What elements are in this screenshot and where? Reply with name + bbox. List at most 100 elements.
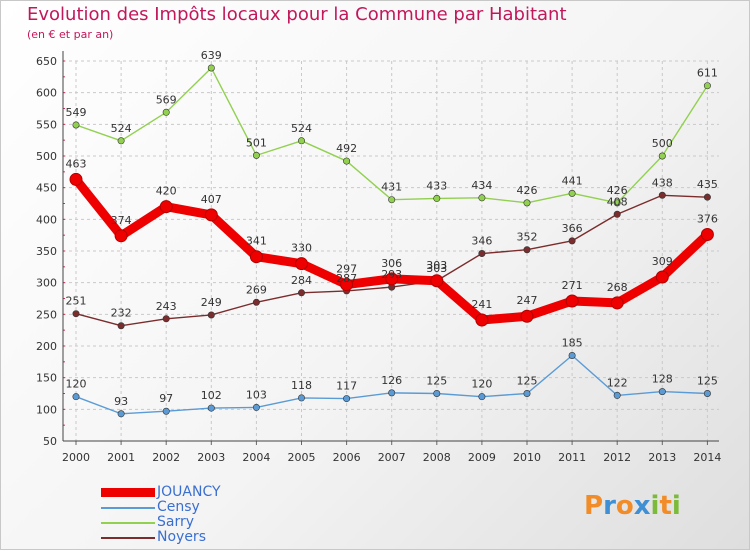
data-label-sarry: 434 <box>471 179 492 192</box>
data-label-jouancy: 303 <box>426 259 447 272</box>
data-point-noyers <box>207 311 215 319</box>
data-label-noyers: 269 <box>246 283 267 296</box>
logo-letter: i <box>650 491 660 521</box>
data-point-noyers <box>117 322 125 330</box>
y-tick-label: 100 <box>36 403 57 416</box>
data-point-jouancy <box>340 278 354 292</box>
data-point-noyers <box>162 315 170 323</box>
data-label-sarry: 549 <box>66 106 87 119</box>
data-point-jouancy <box>475 313 489 327</box>
data-label-jouancy: 374 <box>111 214 132 227</box>
data-label-sarry: 524 <box>111 122 132 135</box>
data-point-noyers <box>252 298 260 306</box>
legend-swatch <box>101 522 155 524</box>
y-tick-label: 350 <box>36 245 57 258</box>
x-tick-label: 2006 <box>333 451 361 464</box>
x-tick-label: 2012 <box>603 451 631 464</box>
data-point-jouancy <box>249 250 263 264</box>
data-point-sarry <box>117 137 125 145</box>
data-point-jouancy <box>114 229 128 243</box>
legend-label: JOUANCY <box>157 484 221 500</box>
data-label-jouancy: 241 <box>471 298 492 311</box>
data-point-jouancy <box>159 200 173 214</box>
x-tick-label: 2009 <box>468 451 496 464</box>
data-label-sarry: 611 <box>697 67 718 80</box>
x-tick-label: 2000 <box>62 451 90 464</box>
data-label-sarry: 433 <box>426 179 447 192</box>
legend-label: Noyers <box>157 529 206 545</box>
data-point-sarry <box>433 194 441 202</box>
data-label-noyers: 243 <box>156 300 177 313</box>
x-tick-label: 2014 <box>693 451 721 464</box>
data-label-sarry: 441 <box>562 174 583 187</box>
data-point-jouancy <box>565 294 579 308</box>
data-label-jouancy: 376 <box>697 213 718 226</box>
data-point-noyers <box>568 237 576 245</box>
logo-letter: o <box>615 491 634 521</box>
data-label-censy: 125 <box>426 375 447 388</box>
data-label-censy: 128 <box>652 373 673 386</box>
data-point-jouancy <box>610 296 624 310</box>
data-point-censy <box>478 393 486 401</box>
data-label-censy: 103 <box>246 388 267 401</box>
data-label-noyers: 287 <box>336 272 357 285</box>
x-tick-label: 2001 <box>107 451 135 464</box>
data-label-jouancy: 297 <box>336 263 357 276</box>
data-point-jouancy <box>430 274 444 288</box>
data-point-censy <box>613 391 621 399</box>
logo-letter: x <box>633 491 651 521</box>
legend-label: Sarry <box>157 514 195 530</box>
data-label-sarry: 426 <box>607 184 628 197</box>
x-tick-label: 2002 <box>152 451 180 464</box>
logo-letter: P <box>584 491 604 521</box>
y-tick-label: 300 <box>36 277 57 290</box>
data-point-sarry <box>252 151 260 159</box>
data-label-censy: 185 <box>562 337 583 350</box>
x-tick-label: 2013 <box>648 451 676 464</box>
x-tick-label: 2008 <box>423 451 451 464</box>
data-point-noyers <box>478 250 486 258</box>
proxiti-logo: Proxiti <box>584 491 681 521</box>
data-label-jouancy: 341 <box>246 235 267 248</box>
data-label-noyers: 284 <box>291 274 312 287</box>
data-label-censy: 122 <box>607 376 628 389</box>
data-point-noyers <box>72 310 80 318</box>
x-tick-label: 2005 <box>288 451 316 464</box>
data-point-noyers <box>703 193 711 201</box>
data-point-noyers <box>297 289 305 297</box>
x-tick-label: 2011 <box>558 451 586 464</box>
y-tick-label: 550 <box>36 118 57 131</box>
data-point-sarry <box>658 152 666 160</box>
data-label-censy: 120 <box>66 378 87 391</box>
legend-swatch <box>101 488 155 497</box>
data-label-censy: 125 <box>697 375 718 388</box>
data-label-censy: 118 <box>291 379 312 392</box>
data-point-noyers <box>523 246 531 254</box>
y-tick-label: 50 <box>43 435 57 448</box>
data-label-jouancy: 247 <box>517 294 538 307</box>
data-label-censy: 97 <box>159 392 173 405</box>
data-label-sarry: 500 <box>652 137 673 150</box>
legend-swatch <box>101 507 155 509</box>
data-label-noyers: 366 <box>562 222 583 235</box>
data-label-jouancy: 407 <box>201 193 222 206</box>
x-tick-label: 2010 <box>513 451 541 464</box>
data-label-sarry: 492 <box>336 142 357 155</box>
data-point-jouancy <box>700 228 714 242</box>
y-tick-label: 150 <box>36 372 57 385</box>
legend-swatch <box>101 537 155 539</box>
data-point-censy <box>433 389 441 397</box>
data-point-jouancy <box>69 172 83 186</box>
x-tick-label: 2003 <box>197 451 225 464</box>
data-point-noyers <box>613 210 621 218</box>
data-point-jouancy <box>204 208 218 222</box>
data-label-noyers: 352 <box>517 231 538 244</box>
data-point-sarry <box>162 108 170 116</box>
logo-letter: t <box>659 491 672 521</box>
data-label-noyers: 232 <box>111 307 132 320</box>
data-label-noyers: 303 <box>426 262 447 275</box>
data-label-jouancy: 306 <box>381 257 402 270</box>
data-label-sarry: 501 <box>246 136 267 149</box>
data-point-sarry <box>72 121 80 129</box>
